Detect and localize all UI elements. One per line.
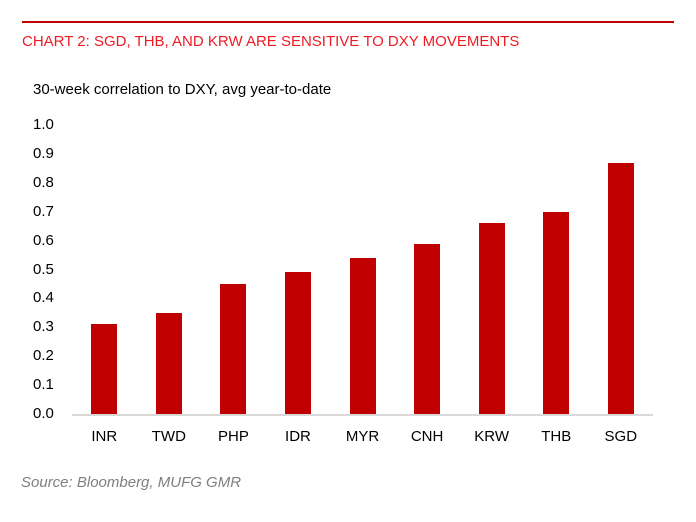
y-tick-label: 0.6 bbox=[33, 231, 54, 249]
chart-title: CHART 2: SGD, THB, AND KRW ARE SENSITIVE… bbox=[22, 33, 520, 50]
x-axis-labels: INR TWD PHP IDR MYR CNH KRW THB SGD bbox=[72, 428, 653, 446]
bar-slot-thb bbox=[524, 125, 589, 414]
x-label-myr: MYR bbox=[345, 428, 380, 445]
y-tick-label: 0.5 bbox=[33, 260, 54, 278]
y-tick-label: 0.0 bbox=[33, 405, 54, 422]
x-axis-line bbox=[72, 414, 653, 416]
x-label-krw: KRW bbox=[474, 428, 510, 445]
bar-thb bbox=[543, 211, 570, 414]
x-label-thb: THB bbox=[541, 428, 572, 445]
y-tick-label: 0.4 bbox=[33, 289, 54, 307]
bar-slot-php bbox=[201, 125, 266, 414]
bar-php bbox=[220, 283, 247, 414]
x-label-sgd: SGD bbox=[604, 428, 638, 445]
bar-slot-inr bbox=[72, 125, 137, 414]
x-label-twd: TWD bbox=[151, 428, 186, 445]
bar-myr bbox=[349, 257, 376, 414]
y-tick-label: 0.1 bbox=[33, 376, 54, 394]
bar-krw bbox=[478, 223, 505, 414]
bar-slot-myr bbox=[330, 125, 395, 414]
x-label-idr: IDR bbox=[285, 428, 311, 445]
bar-twd bbox=[155, 312, 182, 414]
bar-inr bbox=[91, 324, 118, 414]
y-tick-label: 0.8 bbox=[33, 173, 54, 191]
bar-slot-idr bbox=[266, 125, 331, 414]
bar-idr bbox=[284, 272, 311, 414]
bar-chart-plot-area bbox=[72, 125, 653, 414]
y-tick-label: 0.3 bbox=[33, 318, 54, 336]
x-label-inr: INR bbox=[91, 428, 118, 445]
bar-cnh bbox=[414, 243, 441, 414]
source-note: Source: Bloomberg, MUFG GMR bbox=[21, 474, 242, 491]
y-axis: 1.0 0.9 0.8 0.7 0.6 0.5 0.4 0.3 0.2 0.1 0.0 bbox=[33, 0, 59, 460]
bar-slot-krw bbox=[459, 125, 524, 414]
bar-slot-cnh bbox=[395, 125, 460, 414]
y-tick-label: 1.0 bbox=[33, 116, 54, 133]
top-divider-rule bbox=[22, 21, 674, 23]
bar-slot-sgd bbox=[589, 125, 654, 414]
x-label-cnh: CNH bbox=[410, 428, 444, 445]
y-tick-label: 0.2 bbox=[33, 347, 54, 365]
x-label-php: PHP bbox=[217, 428, 249, 445]
y-tick-label: 0.7 bbox=[33, 202, 54, 220]
bar-slot-twd bbox=[137, 125, 202, 414]
y-tick-label: 0.9 bbox=[33, 144, 54, 162]
bar-sgd bbox=[607, 162, 634, 414]
chart-subtitle: 30-week correlation to DXY, avg year-to-… bbox=[33, 81, 332, 98]
